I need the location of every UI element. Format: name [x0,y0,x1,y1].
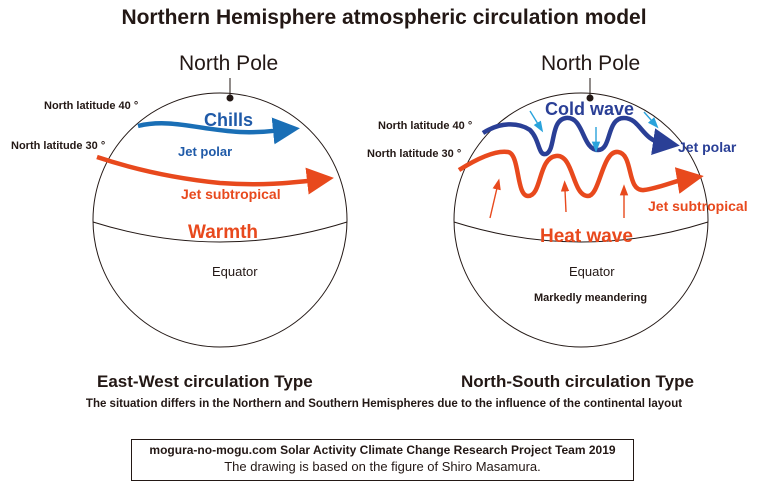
left-warm-label: Warmth [188,222,259,243]
footnote: The situation differs in the Northern an… [85,398,683,410]
right-lat30-label: North latitude 30 ° [367,148,462,160]
right-subtropical-jet-arrow [457,149,704,199]
credit-line-2: The drawing is based on the figure of Sh… [224,459,541,474]
left-pole-dot [226,94,234,102]
left-subtropical-jet-arrow [96,154,334,195]
left-subtropical-jet-label: Jet subtropical [181,186,281,202]
left-equator-label: Equator [212,264,258,279]
left-polar-jet-label: Jet polar [178,144,233,159]
credit-box: mogura-no-mogu.com Solar Activity Climat… [131,439,634,481]
right-subtropical-jet-label: Jet subtropical [648,198,748,214]
right-lat40-label: North latitude 40 ° [378,120,473,132]
right-type-label: North-South circulation Type [461,372,694,391]
right-warm-label: Heat wave [540,226,633,247]
right-cold-label: Cold wave [545,99,635,119]
heat-arrow-2 [560,180,570,213]
credit-line-1: mogura-no-mogu.com Solar Activity Climat… [149,443,616,457]
right-pole-dot [586,94,594,102]
right-globe [453,78,709,348]
left-cold-label: Chills [204,110,254,130]
right-equator-label: Equator [569,264,615,279]
cold-arrow-3 [643,111,659,129]
left-globe [92,78,348,348]
left-north-pole-label: North Pole [179,52,279,75]
right-equator-line [453,221,709,243]
heat-arrow-1 [489,178,501,219]
left-lat30-label: North latitude 30 ° [11,140,106,152]
cold-arrow-1 [529,110,544,133]
right-polar-jet-label: Jet polar [678,139,737,155]
diagram-title: Northern Hemisphere atmospheric circulat… [121,6,647,29]
left-equator-line [92,221,348,243]
right-polar-jet-arrow [481,115,680,157]
left-type-label: East-West circulation Type [97,372,313,391]
left-polar-jet-arrow [137,117,300,145]
left-lat40-label: North latitude 40 ° [44,100,139,112]
right-north-pole-label: North Pole [541,52,641,75]
right-meander-label: Markedly meandering [534,292,648,304]
